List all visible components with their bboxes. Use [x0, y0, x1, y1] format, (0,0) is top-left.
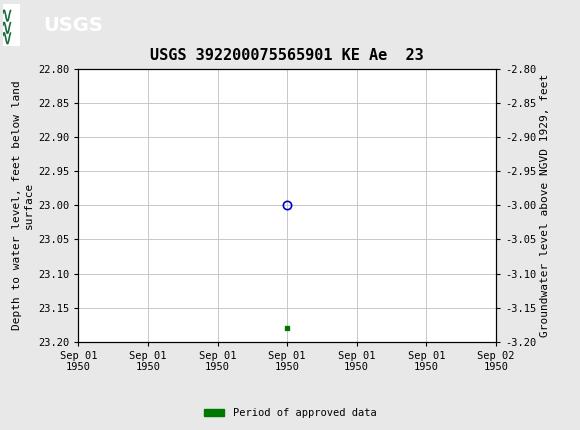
- Y-axis label: Groundwater level above NGVD 1929, feet: Groundwater level above NGVD 1929, feet: [541, 74, 550, 337]
- Y-axis label: Depth to water level, feet below land
surface: Depth to water level, feet below land su…: [12, 80, 34, 330]
- Title: USGS 392200075565901 KE Ae  23: USGS 392200075565901 KE Ae 23: [150, 49, 424, 64]
- Text: USGS: USGS: [44, 15, 103, 35]
- Bar: [3, 4, 20, 46]
- Legend: Period of approved data: Period of approved data: [200, 404, 380, 423]
